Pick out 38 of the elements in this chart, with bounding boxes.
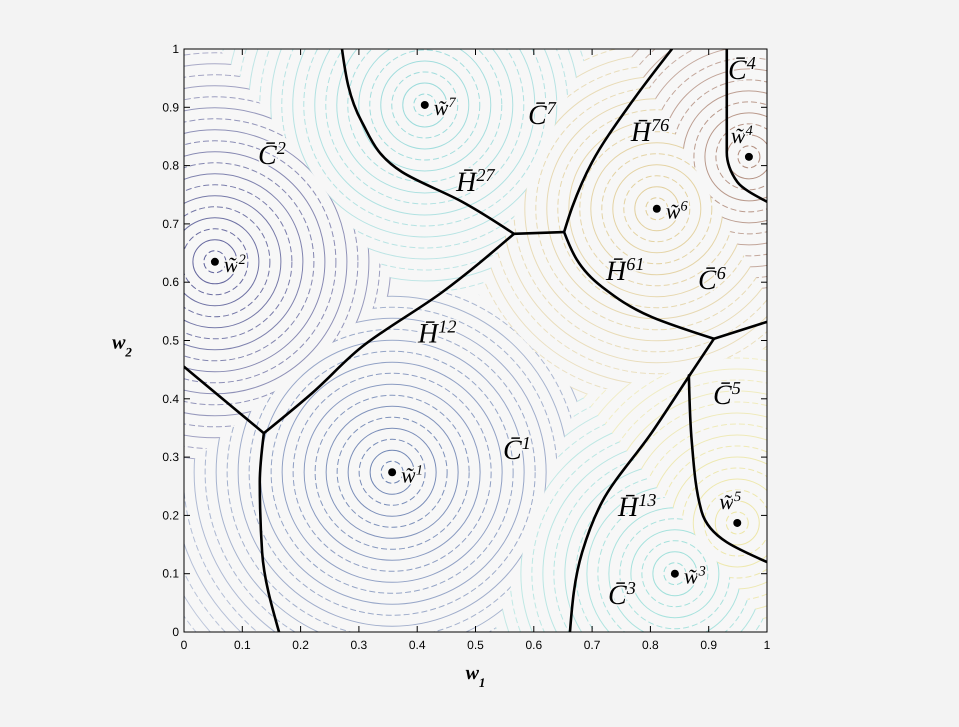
annotation: w̃$^{4}$ — [730, 122, 753, 148]
annotation: H̄$^{76}$ — [630, 115, 670, 148]
x-tick-label: 0.4 — [408, 638, 426, 652]
x-tick-label: 0.3 — [350, 638, 368, 652]
y-tick-label: 0.3 — [162, 450, 180, 464]
x-tick-label: 0.6 — [525, 638, 542, 652]
annotation: w̃$^{3}$ — [684, 564, 706, 589]
annotation: C̄$^{1}$ — [503, 433, 531, 466]
x-tick-label: 0.5 — [467, 638, 484, 652]
y-tick-label: 0.9 — [162, 100, 180, 114]
y-tick-label: 0.7 — [162, 216, 180, 231]
annotation: H̄$^{61}$ — [605, 254, 644, 287]
y-tick-label: 0.6 — [162, 275, 180, 290]
y-tick-label: 0.5 — [162, 334, 180, 348]
y-tick-label: 0.2 — [162, 508, 180, 522]
annotation: C̄$^{4}$ — [728, 53, 756, 86]
x-tick-label: 0.8 — [642, 638, 660, 652]
y-tick-label: 0.4 — [162, 392, 180, 406]
annotation: w̃$^{1}$ — [401, 462, 423, 488]
y-tick-label: 1 — [172, 42, 180, 56]
annotation: H̄$^{12}$ — [417, 316, 456, 350]
y-axis-title: w$_{2}$ — [112, 332, 132, 359]
annotation: w̃$^{6}$ — [666, 198, 688, 224]
x-tick-label: 0 — [180, 638, 188, 652]
annotation: C̄$^{6}$ — [698, 263, 726, 296]
y-tick-label: 0.8 — [162, 158, 180, 173]
annotation: C̄$^{5}$ — [713, 378, 741, 411]
y-tick-label: 0 — [172, 625, 180, 639]
x-tick-label: 1 — [764, 638, 771, 652]
x-axis-title: w$_{1}$ — [466, 662, 486, 690]
x-tick-label: 0.2 — [292, 638, 310, 652]
x-tick-label: 0.1 — [234, 638, 251, 652]
x-tick-label: 0.9 — [700, 638, 718, 652]
annotation: H̄$^{13}$ — [617, 490, 656, 523]
y-tick-label: 0.1 — [162, 566, 180, 581]
annotation: C̄$^{3}$ — [608, 578, 636, 611]
x-tick-label: 0.7 — [584, 638, 601, 652]
annotation: w̃$^{5}$ — [719, 488, 742, 514]
